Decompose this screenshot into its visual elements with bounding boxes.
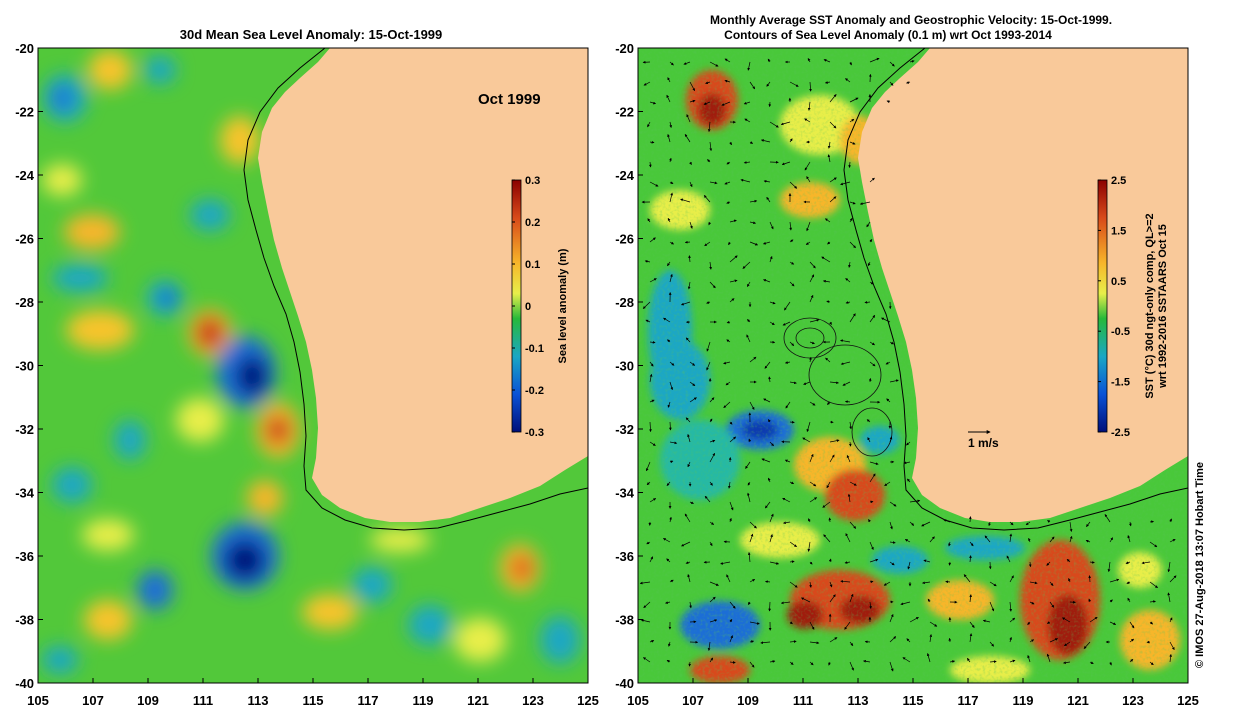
x-tick-label: 117 [358, 693, 379, 708]
x-tick-label: 109 [737, 693, 759, 708]
velocity-arrow [770, 602, 771, 611]
velocity-arrow [970, 517, 971, 522]
y-tick-label: -36 [615, 549, 634, 564]
x-tick-label: 121 [1067, 693, 1089, 708]
colorbar-tick-label: 0 [525, 301, 531, 313]
x-tick-label: 107 [682, 693, 704, 708]
x-tick-label: 115 [903, 693, 924, 708]
colorbar-tick-label: -2.5 [1111, 427, 1130, 439]
month-label: Oct 1999 [478, 91, 541, 108]
y-tick-label: -38 [615, 613, 634, 628]
right-title-line1: Monthly Average SST Anomaly and Geostrop… [710, 13, 1112, 27]
x-tick-label: 113 [848, 693, 869, 708]
y-tick-label: -28 [15, 295, 34, 310]
right-colorbar-label-line1: SST (°C) 30d ngt-only comp, QL>=2 [1144, 213, 1156, 398]
y-tick-label: -28 [615, 295, 634, 310]
y-tick-label: -22 [15, 105, 34, 120]
x-tick-label: 125 [577, 693, 599, 708]
y-tick-label: -22 [615, 105, 634, 120]
y-tick-label: -40 [615, 676, 634, 691]
x-tick-label: 125 [1177, 693, 1199, 708]
colorbar-tick-label: -1.5 [1111, 377, 1130, 389]
y-tick-label: -20 [615, 41, 634, 56]
x-tick-label: 105 [27, 693, 49, 708]
right-title-line2: Contours of Sea Level Anomaly (0.1 m) wr… [724, 28, 1052, 42]
x-tick-label: 107 [82, 693, 104, 708]
x-tick-label: 123 [522, 693, 544, 708]
x-tick-label: 119 [1013, 693, 1034, 708]
colorbar-tick-label: 0.5 [1111, 276, 1126, 288]
y-tick-label: -32 [15, 422, 34, 437]
x-tick-label: 115 [303, 693, 324, 708]
y-tick-label: -24 [615, 168, 635, 183]
right-colorbar-label-line2: wrt 1992-2016 SSTAARS Oct 15 [1157, 224, 1169, 389]
velocity-arrow [790, 422, 794, 423]
left-title: 30d Mean Sea Level Anomaly: 15-Oct-1999 [180, 27, 443, 42]
y-tick-label: -26 [615, 232, 634, 247]
x-tick-label: 119 [413, 693, 434, 708]
x-tick-label: 113 [248, 693, 269, 708]
y-tick-label: -20 [15, 41, 34, 56]
colorbar-tick-label: 0.2 [525, 217, 540, 229]
y-tick-label: -30 [615, 359, 634, 374]
left-map: Oct 1999 [38, 48, 588, 683]
colorbar-tick-label: -0.1 [525, 343, 544, 355]
x-tick-label: 111 [193, 693, 213, 708]
colorbar-tick-label: 2.5 [1111, 175, 1126, 187]
x-tick-label: 105 [627, 693, 649, 708]
colorbar-tick-label: -0.3 [525, 427, 544, 439]
y-tick-label: -24 [15, 168, 35, 183]
x-tick-label: 111 [793, 693, 813, 708]
velocity-arrow [670, 422, 671, 430]
colorbar-tick-label: 1.5 [1111, 225, 1126, 237]
y-tick-label: -34 [15, 486, 35, 501]
y-tick-label: -32 [615, 422, 634, 437]
x-tick-label: 109 [137, 693, 159, 708]
x-tick-label: 117 [958, 693, 979, 708]
y-tick-label: -36 [15, 549, 34, 564]
y-tick-label: -38 [15, 613, 34, 628]
colorbar-tick-label: -0.2 [525, 385, 544, 397]
y-tick-label: -26 [15, 232, 34, 247]
y-tick-label: -40 [15, 676, 34, 691]
velocity-arrow [1090, 576, 1091, 582]
velocity-arrow [950, 638, 951, 642]
y-tick-label: -34 [615, 486, 635, 501]
velocity-arrow [1030, 562, 1031, 567]
velocity-arrow [946, 582, 950, 583]
colorbar-tick-label: -0.5 [1111, 326, 1130, 338]
x-tick-label: 121 [467, 693, 489, 708]
credit-text: © IMOS 27-Aug-2018 13:07 Hobart Time [1194, 462, 1206, 668]
left-colorbar-label: Sea level anomaly (m) [557, 248, 569, 363]
velocity-arrow [685, 242, 690, 243]
x-tick-label: 123 [1122, 693, 1144, 708]
colorbar-tick-label: 0.3 [525, 175, 540, 187]
y-tick-label: -30 [15, 359, 34, 374]
colorbar-tick-label: 0.1 [525, 259, 540, 271]
right-colorbar-ramp [1098, 180, 1107, 432]
scale-arrow-label: 1 m/s [968, 436, 999, 450]
